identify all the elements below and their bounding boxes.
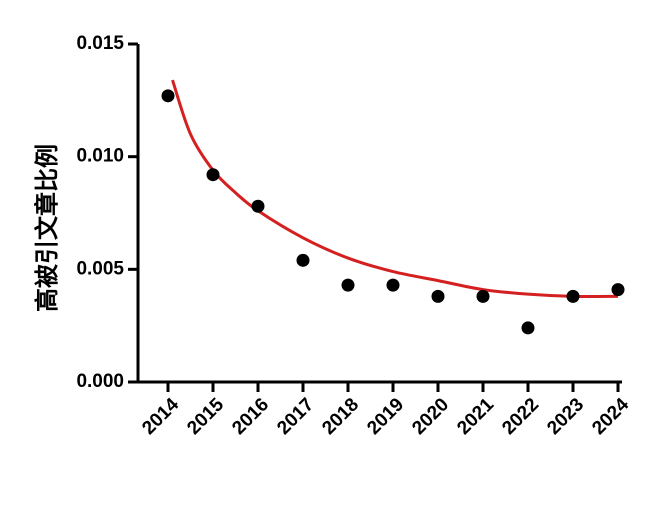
data-point	[521, 321, 535, 335]
x-tick-label: 2021	[453, 394, 498, 439]
y-ticks: 0.000 0.005 0.010 0.015	[76, 33, 138, 392]
data-point	[611, 283, 625, 297]
data-points	[161, 89, 625, 335]
x-tick-label: 2020	[408, 394, 453, 439]
y-tick-label: 0.000	[76, 371, 124, 392]
x-tick-label: 2023	[543, 394, 588, 439]
data-point	[161, 89, 175, 103]
x-tick-label: 2019	[363, 394, 408, 439]
x-tick-label: 2014	[138, 394, 183, 439]
y-tick-label: 0.015	[76, 33, 124, 54]
y-axis-label: 高被引文章比例	[33, 144, 61, 312]
data-point	[386, 278, 400, 292]
y-tick-label: 0.005	[76, 258, 124, 279]
x-tick-label: 2016	[228, 394, 273, 439]
x-tick-label: 2024	[588, 394, 633, 439]
axes	[136, 44, 622, 384]
data-point	[251, 199, 265, 213]
x-tick-label: 2018	[318, 394, 363, 439]
data-point	[431, 289, 445, 303]
x-tick-label: 2022	[498, 394, 543, 439]
data-point	[341, 278, 355, 292]
data-point	[296, 253, 310, 267]
x-tick-label: 2017	[273, 394, 318, 439]
x-ticks: 2014 2015 2016 2017 2018 2019 2020 2021 2022 2023…	[138, 382, 633, 439]
x-tick-label: 2015	[183, 394, 228, 439]
data-point	[566, 289, 580, 303]
data-point	[476, 289, 490, 303]
data-point	[206, 168, 220, 182]
trend-curve	[171, 79, 619, 299]
y-tick-label: 0.010	[76, 146, 124, 167]
